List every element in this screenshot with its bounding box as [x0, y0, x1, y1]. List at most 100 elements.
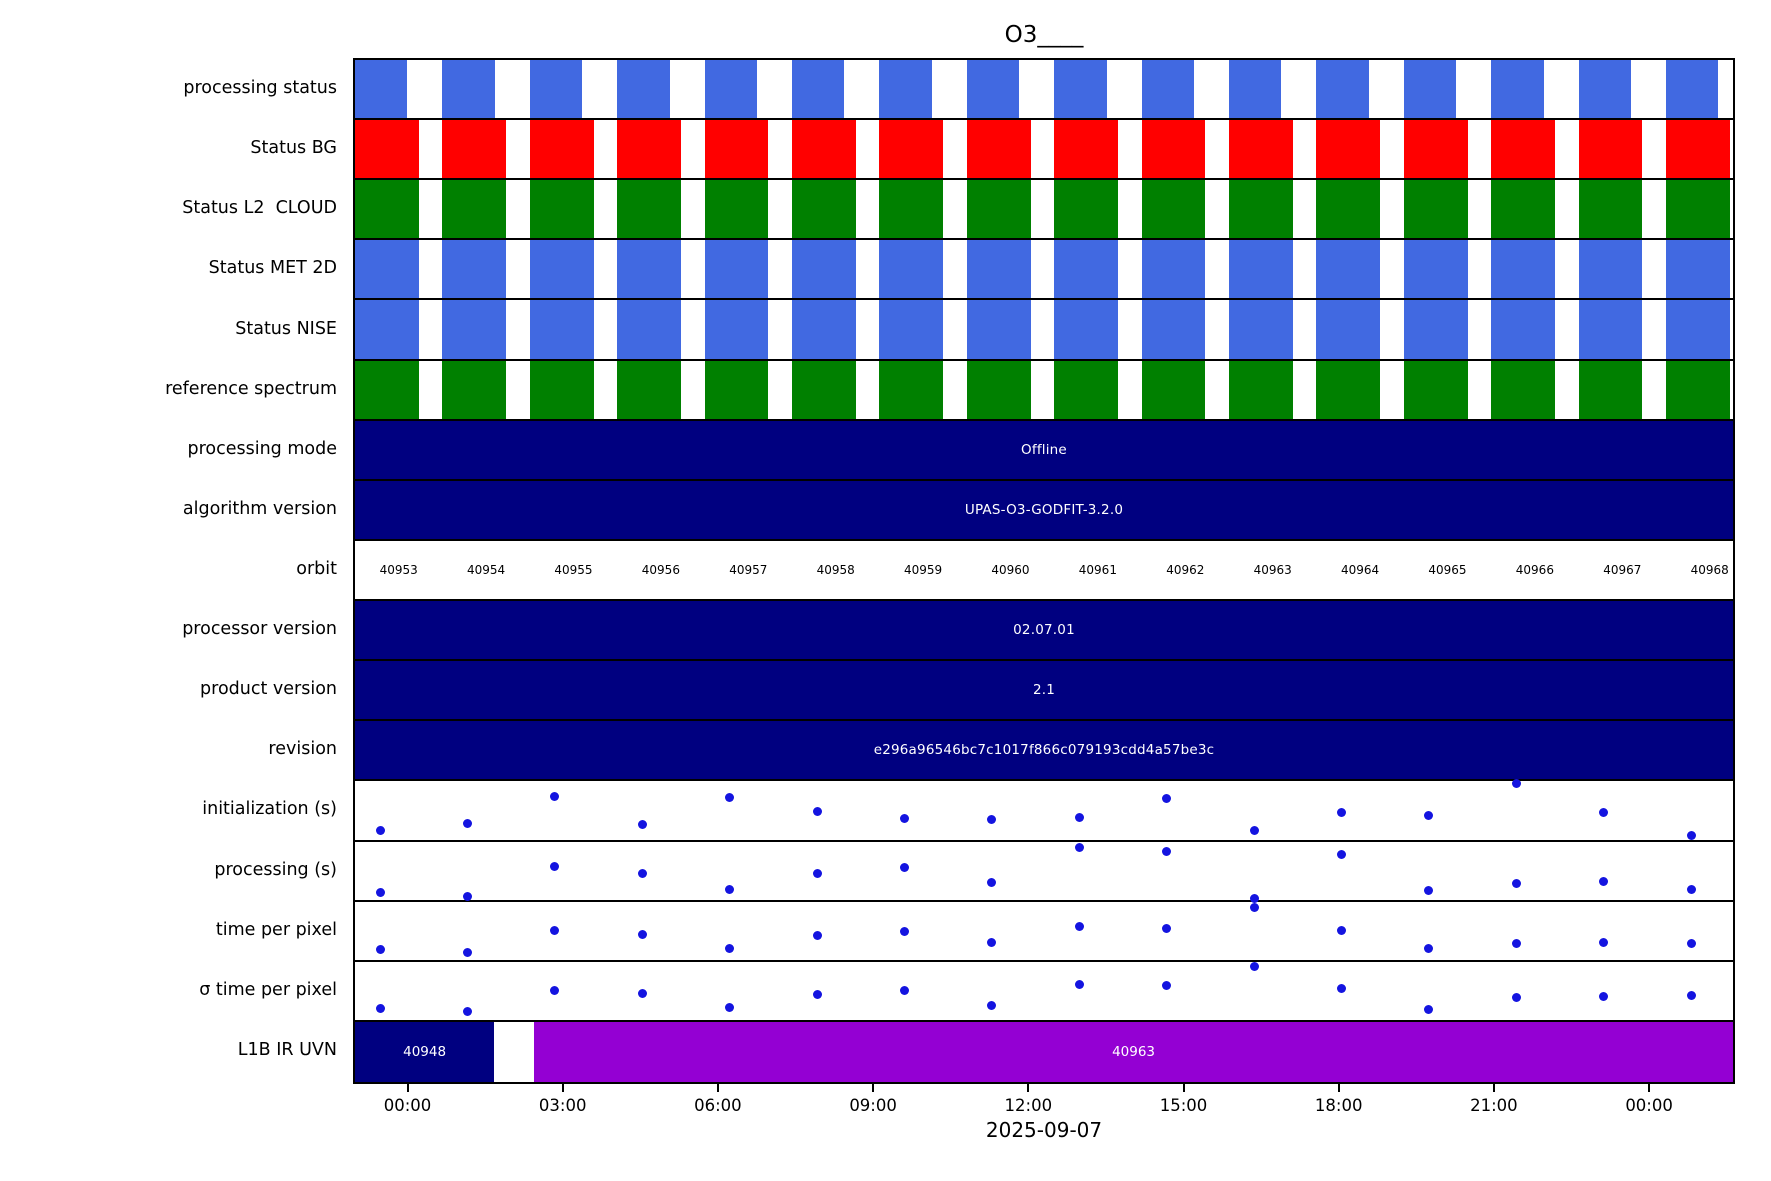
scatter-dot [550, 986, 560, 996]
chart-title: O3____ [1004, 22, 1084, 48]
row-label-processing-s: processing (s) [214, 859, 337, 880]
status-block [1054, 240, 1118, 299]
scatter-dot [1511, 879, 1521, 889]
x-axis-tick-label: 12:00 [1004, 1096, 1053, 1115]
l1b-segment: 40963 [534, 1021, 1733, 1082]
row-l1b-ir-uvn: 40948 40963 [355, 1021, 1733, 1082]
status-block [1141, 240, 1206, 299]
row-reference-spectrum [355, 360, 1733, 421]
scatter-dot [1686, 884, 1696, 894]
status-block [442, 360, 507, 419]
status-block [792, 180, 856, 239]
status-block [442, 300, 507, 359]
scatter-dot [812, 930, 822, 940]
status-block [355, 240, 419, 299]
status-block [1229, 300, 1293, 359]
scatter-dot [1686, 939, 1696, 949]
status-block [355, 180, 419, 239]
x-axis-tick-label: 09:00 [849, 1096, 897, 1115]
l1b-segment: 40948 [355, 1021, 495, 1082]
status-block [1491, 240, 1555, 299]
orbit-number: 40953 [379, 562, 418, 577]
orbit-number: 40966 [1515, 562, 1554, 577]
status-block [617, 240, 681, 299]
scatter-dot [1074, 980, 1084, 990]
scatter-dot [812, 989, 822, 999]
x-axis-tick [1182, 1084, 1185, 1092]
x-axis-date-label: 2025-09-07 [985, 1118, 1103, 1142]
status-block [704, 360, 769, 419]
x-axis-tick-label: 00:00 [1625, 1096, 1673, 1115]
x-axis-tick [1027, 1084, 1030, 1092]
scatter-dot [375, 826, 385, 836]
scatter-dot [725, 885, 735, 895]
scatter-dot [462, 892, 472, 902]
status-block [1666, 360, 1730, 419]
status-block [1141, 300, 1206, 359]
x-axis-tick [872, 1084, 875, 1092]
status-block [355, 360, 419, 419]
status-block [879, 180, 944, 239]
status-block [1666, 300, 1730, 359]
x-axis-tick-label: 21:00 [1470, 1096, 1518, 1115]
scatter-dot [1424, 886, 1434, 896]
status-block [1578, 300, 1643, 359]
scatter-dot [725, 793, 735, 803]
status-block [966, 300, 1031, 359]
scatter-dot [1511, 778, 1521, 788]
value-bar-product-version: 2.1 [355, 661, 1733, 720]
row-processing-s [355, 842, 1733, 904]
scatter-dot [1511, 993, 1521, 1003]
x-axis-tick [1648, 1084, 1651, 1092]
status-block [355, 300, 419, 359]
status-block [1054, 120, 1118, 179]
x-axis-tick [1492, 1084, 1495, 1092]
scatter-dot [1162, 793, 1172, 803]
status-block [704, 240, 769, 299]
status-block [1229, 180, 1293, 239]
bar-value: 2.1 [1032, 682, 1056, 699]
status-block [792, 120, 856, 179]
row-label-processing-status: processing status [183, 78, 337, 99]
scatter-dot [1336, 925, 1346, 935]
status-block [1141, 60, 1195, 119]
segment-value: 40963 [1112, 1043, 1156, 1060]
scatter-dot [899, 814, 909, 824]
orbit-number: 40963 [1253, 562, 1292, 577]
scatter-dot [812, 806, 822, 816]
orbit-number: 40964 [1340, 562, 1380, 577]
status-block [879, 240, 944, 299]
x-axis: 00:00 03:00 06:00 09:00 12:00 15:00 18:00 21:00… [353, 1084, 1735, 1144]
orbit-number: 40961 [1078, 562, 1117, 577]
row-label-algorithm-version: algorithm version [182, 498, 337, 519]
scatter-dot [1686, 990, 1696, 1000]
scatter-dot [1424, 1005, 1434, 1015]
row-initialization-s [355, 778, 1733, 842]
row-label-orbit: orbit [296, 559, 337, 579]
orbit-number: 40967 [1603, 562, 1642, 577]
row-product-version: 2.1 [355, 661, 1733, 722]
status-block [1491, 360, 1555, 419]
scatter-dot [637, 988, 647, 998]
status-block [1578, 120, 1643, 179]
status-block [1229, 60, 1282, 119]
scatter-dot [725, 944, 735, 954]
status-block [966, 360, 1031, 419]
row-status-l2-cloud [355, 180, 1733, 241]
scatter-dot [899, 986, 909, 996]
scatter-dot [1599, 876, 1609, 886]
status-block [529, 300, 594, 359]
status-block [1666, 120, 1730, 179]
status-block [1491, 120, 1555, 179]
status-block [1229, 120, 1293, 179]
status-block [1054, 180, 1118, 239]
row-time-per-pixel [355, 962, 1733, 1022]
status-block [1229, 360, 1293, 419]
status-block [1054, 360, 1118, 419]
x-axis-tick-label: 00:00 [383, 1096, 432, 1115]
status-block [442, 60, 495, 119]
status-block [1403, 300, 1468, 359]
x-axis-tick-label: 06:00 [694, 1096, 742, 1115]
orbit-number: 40957 [729, 562, 768, 577]
scatter-dot [375, 945, 385, 955]
